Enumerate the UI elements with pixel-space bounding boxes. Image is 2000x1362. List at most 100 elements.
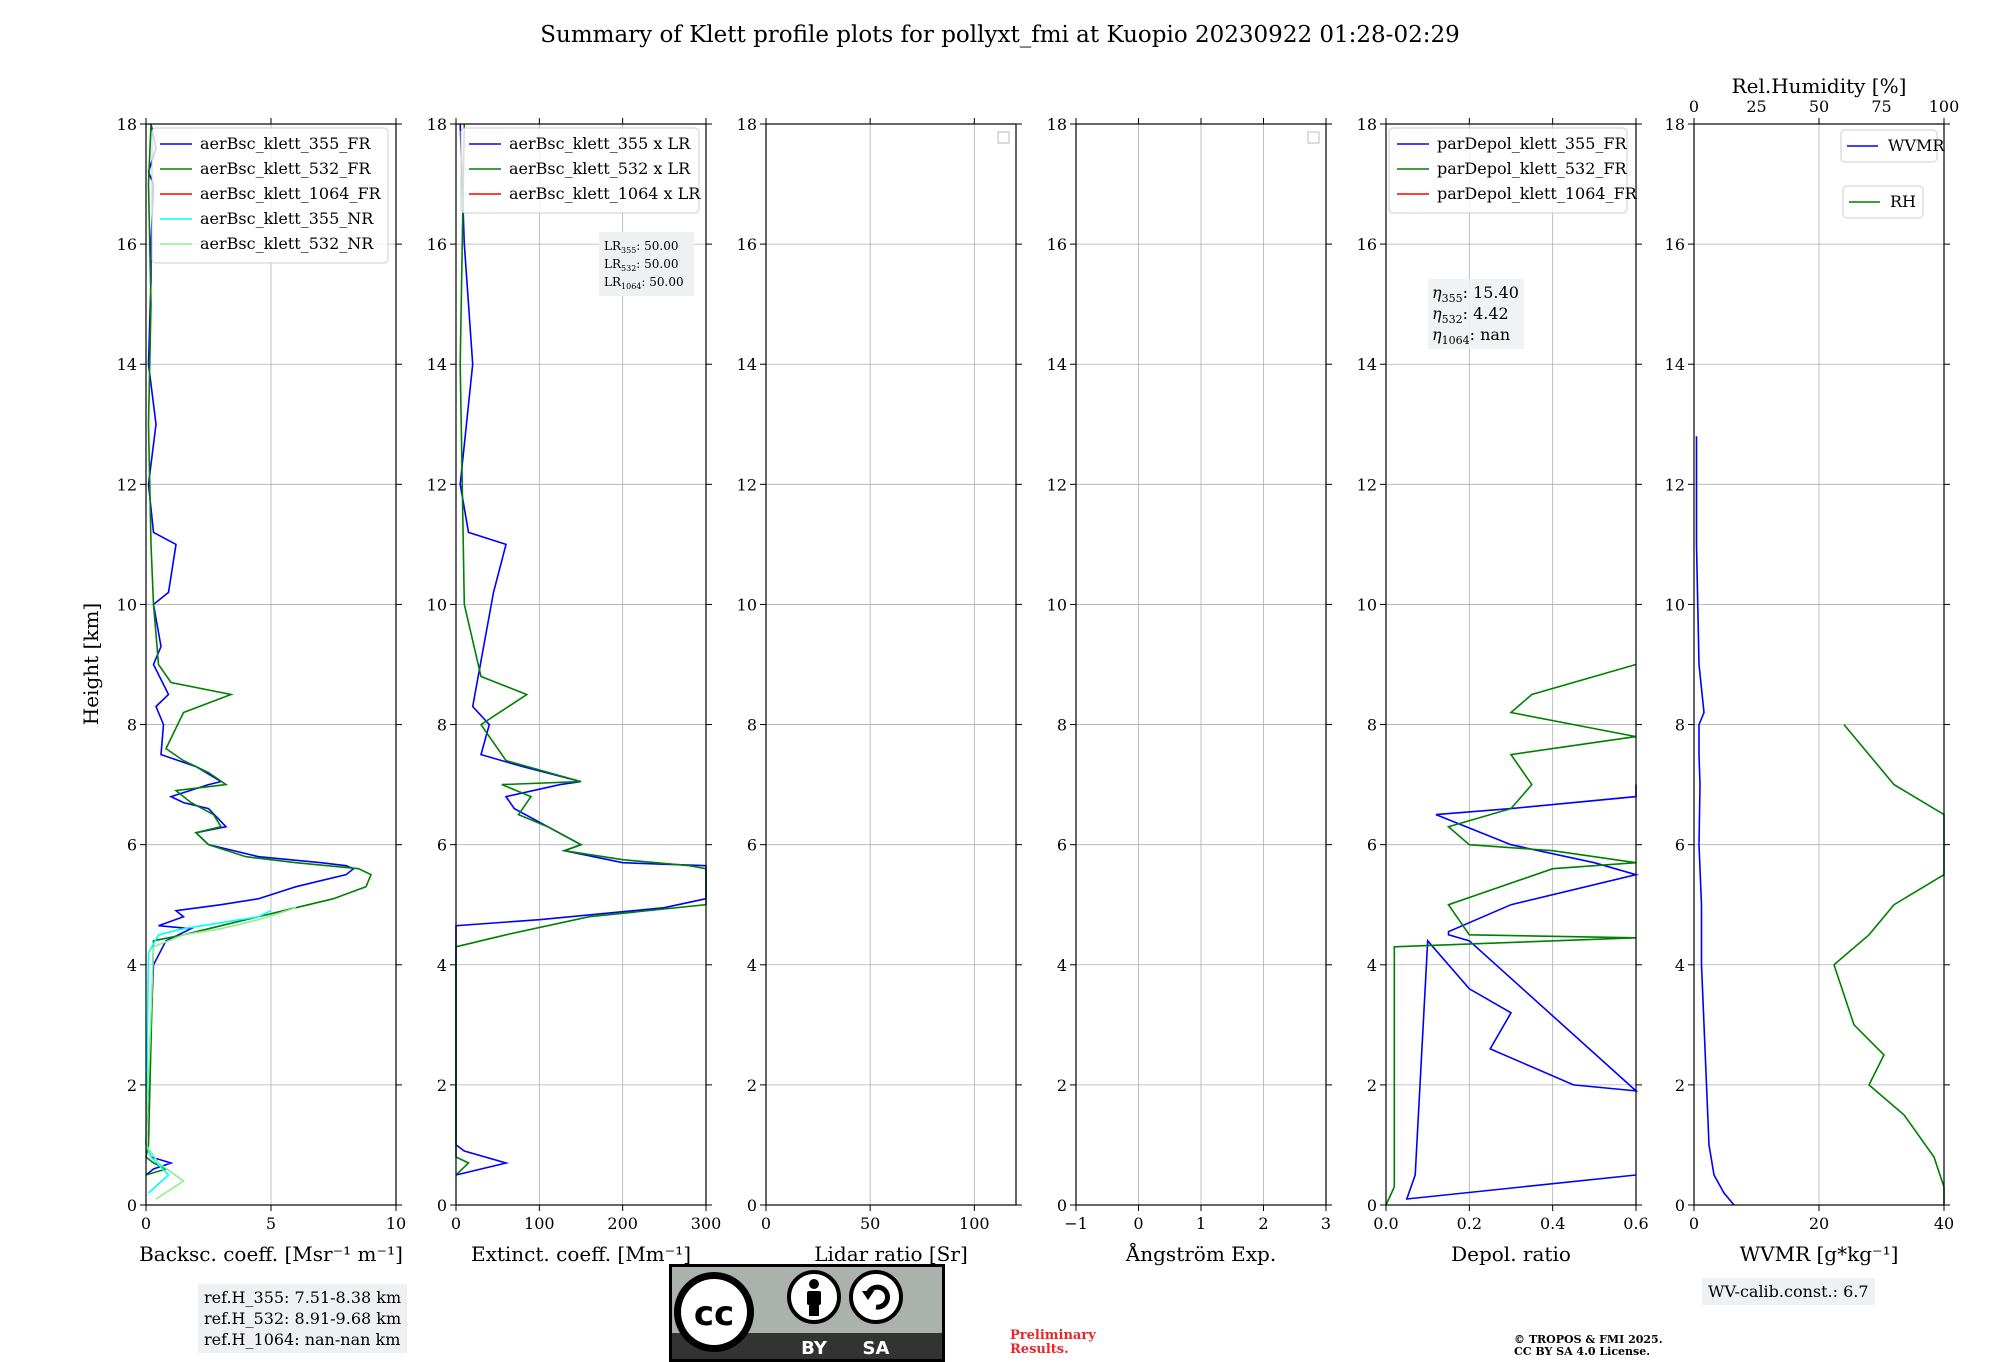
legend-label: parDepol_klett_1064_FR [1437, 184, 1638, 203]
y-tick-label: 6 [437, 836, 447, 855]
y-tick-label: 4 [1057, 956, 1067, 975]
y-tick-label: 4 [747, 956, 757, 975]
panel-4 [1070, 118, 1332, 1211]
axes-frame [1385, 123, 1637, 1206]
axes-frame [455, 123, 707, 1206]
preliminary-line-1: Preliminary [1010, 1328, 1096, 1343]
y-tick-label: 14 [117, 355, 137, 374]
lr-box-bg [599, 232, 694, 296]
series-line [145, 909, 272, 1194]
y-tick-label: 12 [1665, 475, 1685, 494]
y-tick-label: 16 [1357, 235, 1377, 254]
y-tick-label: 6 [1367, 836, 1377, 855]
y-tick-label: 2 [437, 1076, 447, 1095]
x-tick-label: 0 [141, 1214, 151, 1233]
wv-calib-text: WV-calib.const.: 6.7 [1708, 1282, 1869, 1301]
y-tick-label: 14 [1357, 355, 1377, 374]
badge-sa-label: SA [863, 1338, 890, 1359]
y-tick-label: 16 [737, 235, 757, 254]
panel-6 [1688, 118, 1950, 1211]
y-tick-label: 8 [127, 716, 137, 735]
y-tick-label: 0 [1057, 1196, 1067, 1215]
legend-label: aerBsc_klett_355_FR [200, 134, 371, 153]
y-tick-label: 4 [1675, 956, 1685, 975]
y-tick-label: 0 [127, 1196, 137, 1215]
legend [460, 127, 700, 214]
x-tick-label: 0.2 [1457, 1214, 1482, 1233]
copyright-note: © TROPOS & FMI 2025. CC BY SA 4.0 Licens… [1514, 1334, 1663, 1358]
x-tick-label: 0 [451, 1214, 461, 1233]
legend-label: aerBsc_klett_532 x LR [509, 159, 691, 178]
panel-5 [1380, 118, 1642, 1211]
x-tick-label: 300 [691, 1214, 722, 1233]
x-tick-label: 0.6 [1623, 1214, 1648, 1233]
y-tick-label: 2 [127, 1076, 137, 1095]
y-tick-label: 12 [1047, 475, 1067, 494]
y-tick-label: 18 [427, 115, 447, 134]
y-tick-label: 18 [1357, 115, 1377, 134]
x-tick-label: 100 [524, 1214, 555, 1233]
axes-frame [765, 123, 1017, 1206]
x-tick-label: 0.0 [1373, 1214, 1398, 1233]
x-tick-label: 0 [1133, 1214, 1143, 1233]
x-tick-label: 40 [1934, 1214, 1954, 1233]
y-tick-label: 18 [1665, 115, 1685, 134]
x2-axis-label: Rel.Humidity [%] [1732, 74, 1907, 98]
series-line [455, 123, 707, 1176]
x2-tick-label: 75 [1871, 97, 1891, 116]
y-tick-label: 0 [747, 1196, 757, 1215]
x-tick-label: 2 [1258, 1214, 1268, 1233]
y-tick-label: 4 [437, 956, 447, 975]
x-tick-label: 1 [1196, 1214, 1206, 1233]
eta-value: η355: 15.40 [1432, 283, 1519, 305]
y-tick-label: 12 [1357, 475, 1377, 494]
legend-box [151, 127, 389, 264]
x-tick-label: −1 [1064, 1214, 1088, 1233]
y-tick-label: 10 [1357, 595, 1377, 614]
ref-height-532: ref.H_532: 8.91-9.68 km [204, 1309, 402, 1328]
axes-frame [145, 123, 397, 1206]
x-axis-label: Depol. ratio [1451, 1242, 1571, 1266]
eta-value: η1064: nan [1432, 325, 1510, 347]
legend-label: aerBsc_klett_355_NR [200, 209, 374, 228]
empty-legend-box [1307, 131, 1320, 144]
x-tick-label: 0.4 [1540, 1214, 1565, 1233]
legend-rh [1842, 185, 1924, 219]
x2-tick-label: 25 [1746, 97, 1766, 116]
figure-title: Summary of Klett profile plots for polly… [540, 22, 1460, 48]
series-line [145, 123, 373, 1176]
legend-label: parDepol_klett_355_FR [1437, 134, 1628, 153]
y-tick-label: 6 [1057, 836, 1067, 855]
person-icon [787, 1270, 841, 1324]
axes-frame [1075, 123, 1327, 1206]
y-tick-label: 10 [737, 595, 757, 614]
x-axis-label: WVMR [g*kg⁻¹] [1740, 1242, 1899, 1266]
y-tick-label: 14 [427, 355, 447, 374]
cc-icon-text: cc [694, 1294, 734, 1334]
y-tick-label: 10 [427, 595, 447, 614]
legend-label: aerBsc_klett_1064_FR [200, 184, 382, 203]
y-tick-label: 14 [1047, 355, 1067, 374]
lr-value: LR532: 50.00 [604, 257, 679, 273]
ref-height-355: ref.H_355: 7.51-8.38 km [204, 1288, 402, 1307]
x2-tick-label: 0 [1689, 97, 1699, 116]
ref-heights-box: ref.H_355: 7.51-8.38 km ref.H_532: 8.91-… [198, 1284, 408, 1353]
legend-box [1842, 185, 1924, 219]
y-tick-label: 6 [127, 836, 137, 855]
x-axis-label: Ångström Exp. [1125, 1241, 1276, 1266]
series-line [145, 906, 297, 1200]
series-line [1833, 724, 1945, 1205]
x-tick-label: 50 [860, 1214, 880, 1233]
series-line [145, 123, 356, 1176]
axes-frame [1693, 123, 1945, 1206]
y-tick-label: 2 [1675, 1076, 1685, 1095]
y-axis-label: Height [km] [79, 603, 103, 725]
y-tick-label: 14 [1665, 355, 1685, 374]
x-axis-label: Extinct. coeff. [Mm⁻¹] [471, 1242, 691, 1266]
legend-label: aerBsc_klett_355 x LR [509, 134, 691, 153]
y-tick-label: 12 [117, 475, 137, 494]
y-tick-label: 18 [1047, 115, 1067, 134]
y-tick-label: 16 [427, 235, 447, 254]
y-tick-label: 2 [1057, 1076, 1067, 1095]
y-tick-label: 10 [1047, 595, 1067, 614]
